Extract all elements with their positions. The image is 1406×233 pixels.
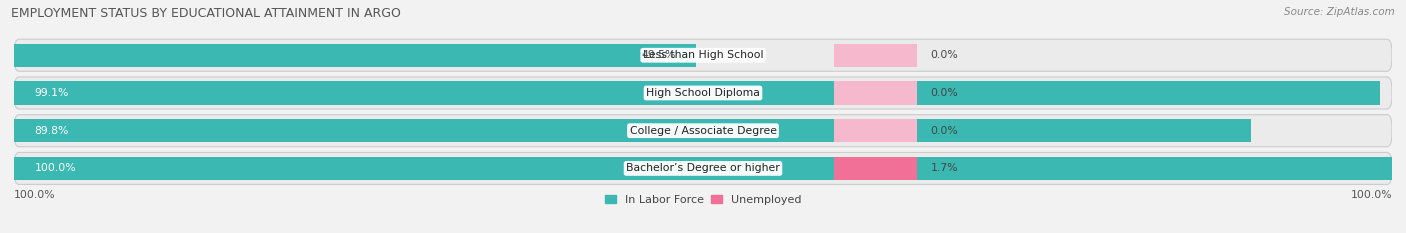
Bar [834, 119, 917, 142]
Bar [834, 157, 917, 180]
Bar [834, 44, 917, 67]
Bar [14, 81, 1379, 105]
Text: 0.0%: 0.0% [931, 50, 957, 60]
Text: College / Associate Degree: College / Associate Degree [630, 126, 776, 136]
Text: High School Diploma: High School Diploma [647, 88, 759, 98]
Text: EMPLOYMENT STATUS BY EDUCATIONAL ATTAINMENT IN ARGO: EMPLOYMENT STATUS BY EDUCATIONAL ATTAINM… [11, 7, 401, 20]
Bar [14, 119, 1251, 142]
Text: 99.1%: 99.1% [35, 88, 69, 98]
FancyBboxPatch shape [14, 115, 1392, 147]
Legend: In Labor Force, Unemployed: In Labor Force, Unemployed [600, 190, 806, 209]
Text: 100.0%: 100.0% [1350, 190, 1392, 200]
Bar [14, 157, 1392, 180]
Text: 89.8%: 89.8% [35, 126, 69, 136]
Text: 0.0%: 0.0% [931, 88, 957, 98]
Text: 100.0%: 100.0% [35, 163, 76, 173]
Bar [834, 81, 917, 105]
Bar [14, 44, 696, 67]
Text: Less than High School: Less than High School [643, 50, 763, 60]
FancyBboxPatch shape [14, 39, 1392, 71]
FancyBboxPatch shape [14, 77, 1392, 109]
Text: Source: ZipAtlas.com: Source: ZipAtlas.com [1284, 7, 1395, 17]
FancyBboxPatch shape [14, 152, 1392, 185]
Text: 49.5%: 49.5% [641, 50, 675, 60]
Text: 0.0%: 0.0% [931, 126, 957, 136]
Text: Bachelor’s Degree or higher: Bachelor’s Degree or higher [626, 163, 780, 173]
Text: 100.0%: 100.0% [14, 190, 56, 200]
Text: 1.7%: 1.7% [931, 163, 957, 173]
